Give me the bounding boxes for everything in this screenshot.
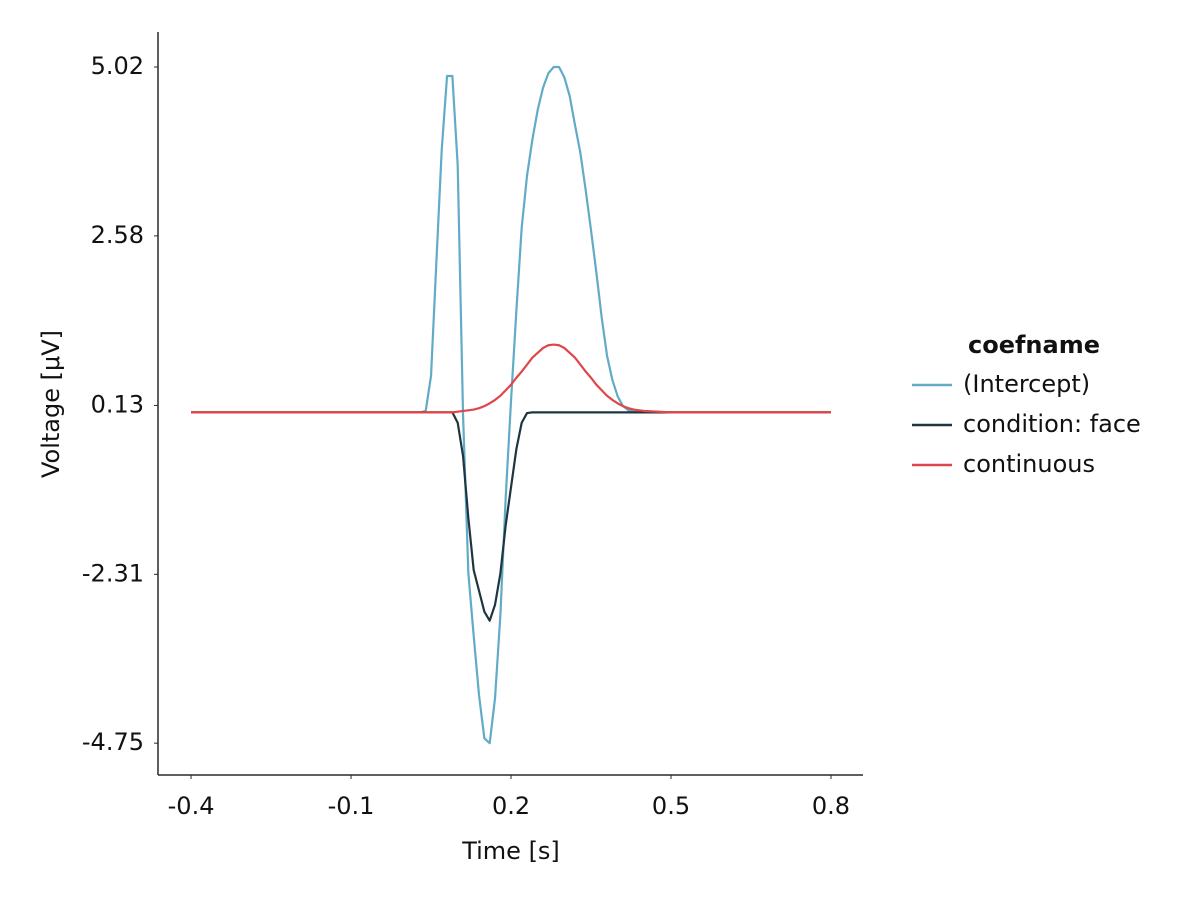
x-tick-label: 0.2 <box>492 792 530 820</box>
legend-title: coefname <box>968 331 1100 359</box>
y-axis-label: Voltage [μV] <box>37 330 65 478</box>
x-tick-label: 0.5 <box>652 792 690 820</box>
series-line <box>191 65 831 745</box>
x-axis-label: Time [s] <box>461 837 560 865</box>
legend-label: continuous <box>963 450 1095 478</box>
legend-label: condition: face <box>963 410 1141 438</box>
y-tick-label: -4.75 <box>82 728 144 756</box>
y-tick-label: 2.58 <box>91 221 144 249</box>
x-tick-label: -0.1 <box>328 792 375 820</box>
series-line <box>191 343 831 414</box>
y-tick-label: -2.31 <box>82 559 144 587</box>
y-tick-label: 5.02 <box>91 52 144 80</box>
series-line <box>191 411 831 622</box>
y-tick-label: 0.13 <box>91 390 144 418</box>
x-tick-label: 0.8 <box>812 792 850 820</box>
x-tick-label: -0.4 <box>168 792 215 820</box>
legend-label: (Intercept) <box>963 370 1090 398</box>
